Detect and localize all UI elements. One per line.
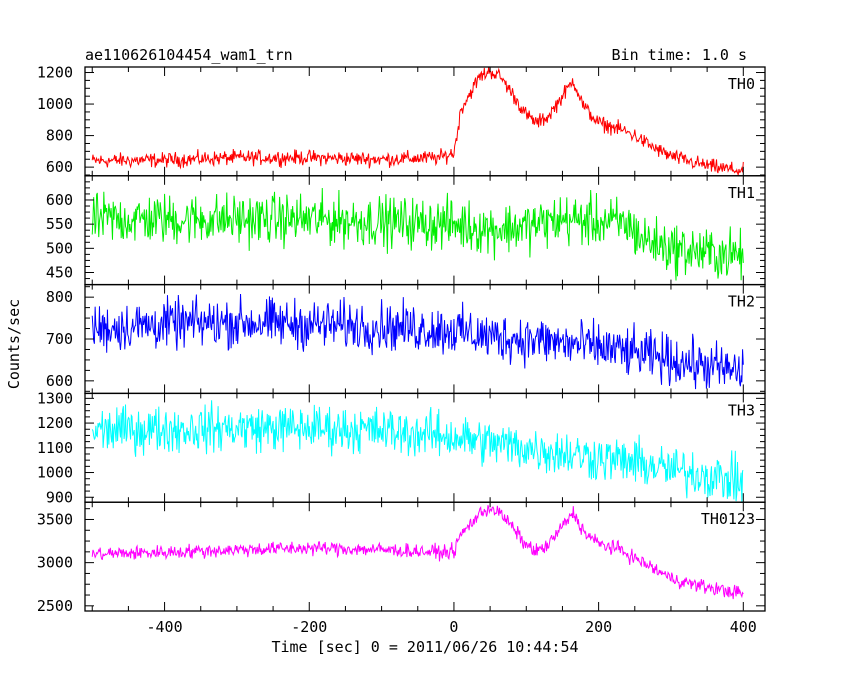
panel-label-th2: TH2: [728, 293, 755, 311]
y-tick-label: 1100: [37, 439, 73, 457]
y-tick-label: 1200: [37, 414, 73, 432]
panel-frame-th0: [84, 66, 766, 177]
y-tick-label: 600: [46, 372, 73, 390]
panel-label-th3: TH3: [728, 401, 755, 419]
y-tick-label: 900: [46, 488, 73, 506]
y-tick-label: 1000: [37, 95, 73, 113]
x-tick-label: -400: [147, 618, 183, 636]
y-tick-label: 700: [46, 330, 73, 348]
y-axis-label: Counts/sec: [5, 298, 23, 390]
panel-label-th0: TH0: [728, 75, 755, 93]
panel-frame-th1: [84, 175, 766, 286]
x-tick-label: 0: [449, 618, 458, 636]
x-axis-label: Time [sec] 0 = 2011/06/26 10:44:54: [271, 638, 579, 656]
y-tick-label: 3500: [37, 510, 73, 528]
y-tick-label: 550: [46, 215, 73, 233]
bin-time-label: Bin time: 1.0 s: [611, 46, 747, 64]
y-tick-label: 600: [46, 191, 73, 209]
series-th1: [91, 188, 744, 281]
series-th2: [91, 293, 744, 390]
y-tick-label: 800: [46, 288, 73, 306]
y-tick-label: 1000: [37, 464, 73, 482]
series-th0123: [91, 505, 744, 600]
series-th0: [91, 67, 744, 176]
y-tick-label: 450: [46, 264, 73, 282]
y-tick-label: 1200: [37, 64, 73, 82]
panel-label-th0123: TH0123: [701, 510, 755, 528]
y-tick-label: 600: [46, 158, 73, 176]
panel-frame-th0123: [84, 501, 766, 612]
x-tick-label: 200: [585, 618, 612, 636]
file-title: ae110626104454_wam1_trn: [85, 46, 293, 64]
y-tick-label: 800: [46, 127, 73, 145]
y-tick-label: 500: [46, 239, 73, 257]
x-tick-label: -200: [291, 618, 327, 636]
series-th3: [91, 400, 744, 503]
panel-label-th1: TH1: [728, 184, 755, 202]
y-tick-label: 2500: [37, 597, 73, 615]
y-tick-label: 3000: [37, 554, 73, 572]
x-tick-label: 400: [730, 618, 757, 636]
y-tick-label: 1300: [37, 389, 73, 407]
